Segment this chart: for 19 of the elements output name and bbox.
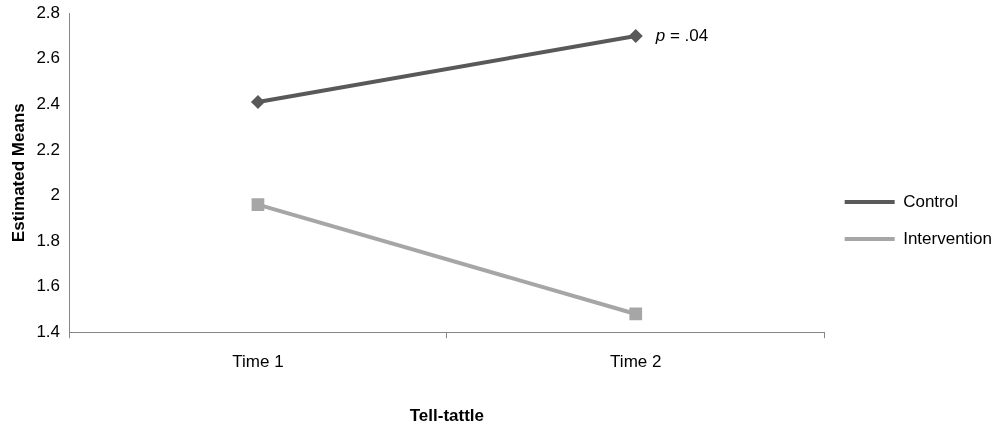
y-tick-label: 1.4 bbox=[36, 321, 61, 341]
annotation: p = .04 bbox=[654, 25, 709, 45]
x-tick-label: Time 2 bbox=[610, 352, 662, 372]
y-tick-label: 2.4 bbox=[36, 94, 61, 114]
legend-label: Intervention bbox=[903, 228, 993, 248]
y-tick-label: 2.8 bbox=[36, 2, 61, 22]
x-tick-label: Time 1 bbox=[232, 352, 284, 372]
y-axis-title: Estimated Means bbox=[8, 103, 28, 243]
point bbox=[251, 198, 265, 211]
y-tick-label: 1.6 bbox=[36, 276, 61, 296]
y-tick-label: 2.6 bbox=[36, 48, 61, 68]
x-axis-title: Tell-tattle bbox=[409, 406, 484, 426]
y-tick-label: 2 bbox=[50, 185, 61, 205]
y-tick-label: 2.2 bbox=[36, 139, 61, 159]
legend-label: Control bbox=[903, 191, 958, 211]
point bbox=[629, 307, 643, 321]
y-tick-label: 1.8 bbox=[36, 230, 61, 250]
point bbox=[628, 28, 643, 43]
point bbox=[250, 95, 265, 110]
